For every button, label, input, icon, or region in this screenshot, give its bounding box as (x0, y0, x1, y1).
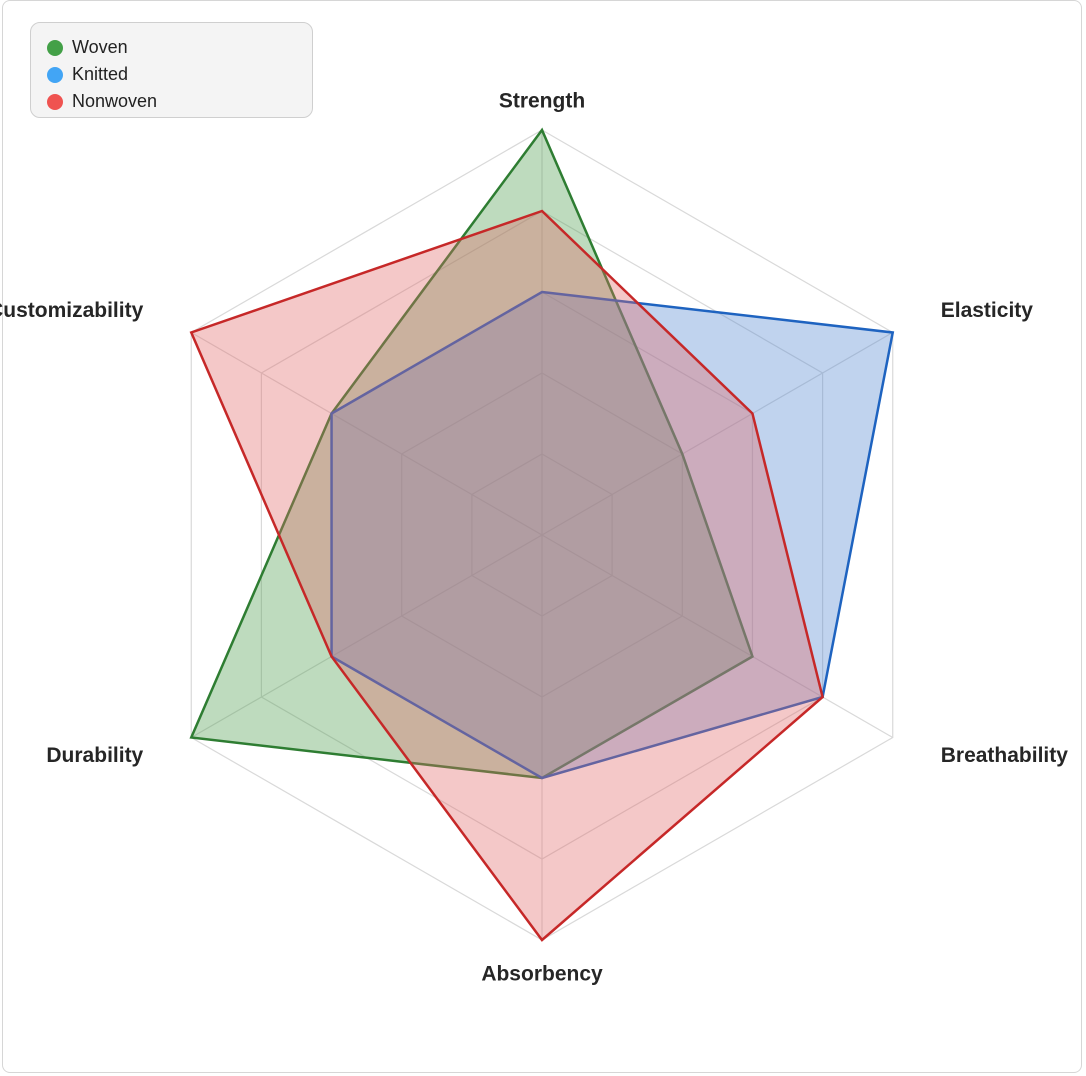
legend-item-nonwoven[interactable]: Nonwoven (47, 88, 312, 115)
legend-item-woven[interactable]: Woven (47, 34, 312, 61)
legend-swatch-woven (47, 39, 63, 56)
legend-item-knitted[interactable]: Knitted (47, 61, 312, 88)
axis-line-customizability (190, 331, 543, 536)
axis-label-durability: Durability (46, 744, 143, 767)
axis-label-customizability: Customizability (0, 299, 144, 322)
legend-label-woven: Woven (72, 37, 128, 57)
legend: Woven Knitted Nonwoven (30, 22, 313, 118)
legend-swatch-knitted (47, 66, 63, 83)
axis-label-strength: Strength (499, 90, 585, 113)
legend-swatch-nonwoven (47, 93, 63, 110)
axis-label-breathability: Breathability (941, 744, 1069, 767)
legend-label-knitted: Knitted (72, 64, 129, 84)
series-area-nonwoven[interactable] (189, 209, 824, 942)
radar-series (189, 127, 895, 942)
axis-line-elasticity (541, 331, 894, 536)
axis-line-breathability (541, 534, 894, 739)
axis-line-durability (190, 534, 543, 739)
axis-label-elasticity: Elasticity (941, 299, 1034, 322)
legend-label-nonwoven: Nonwoven (72, 91, 158, 111)
axis-label-absorbency: Absorbency (481, 963, 603, 986)
axis-labels: Strength Elasticity Breathability Absorbenc… (0, 90, 1068, 986)
